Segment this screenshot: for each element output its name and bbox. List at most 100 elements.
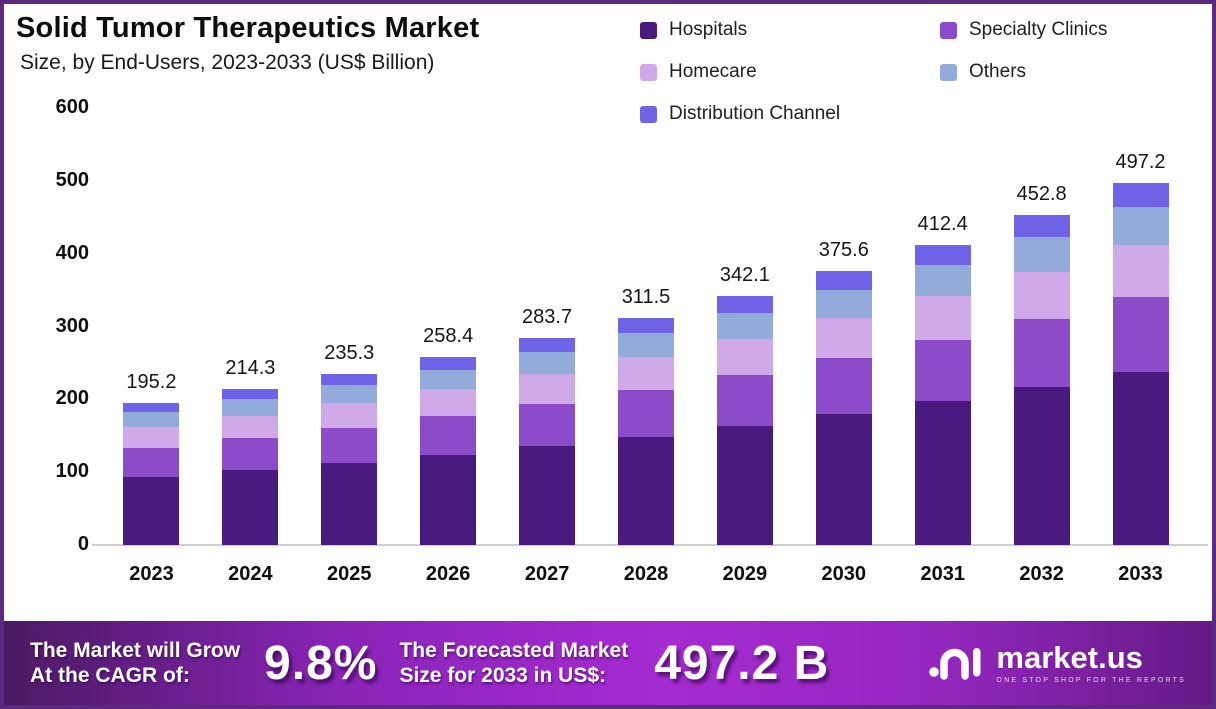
bar-segment-specialty-clinics[interactable] — [519, 403, 576, 447]
bar-segment-homecare[interactable] — [815, 318, 872, 358]
bar-segment-homecare[interactable] — [123, 427, 180, 448]
bar-segment-specialty-clinics[interactable] — [914, 339, 971, 402]
bar-segment-homecare[interactable] — [420, 389, 477, 417]
bar-segment-distribution-channel[interactable] — [914, 244, 971, 265]
legend-label: Specialty Clinics — [969, 19, 1108, 40]
bar-segment-homecare[interactable] — [914, 295, 971, 340]
x-tick-label-2023: 2023 — [129, 563, 174, 585]
bar-segment-distribution-channel[interactable] — [617, 318, 674, 334]
bar-segment-specialty-clinics[interactable] — [1013, 319, 1070, 388]
plot-area: 195.2 214.3 235.3 258.4 283.7 311.5 342.1 375.6… — [102, 108, 1190, 545]
bar-segment-homecare[interactable] — [1112, 244, 1169, 298]
bar-segment-others[interactable] — [519, 352, 576, 374]
bar-segment-specialty-clinics[interactable] — [815, 357, 872, 415]
bar-segment-specialty-clinics[interactable] — [1112, 297, 1169, 372]
legend-label: Others — [969, 61, 1027, 82]
bar-segment-distribution-channel[interactable] — [1013, 215, 1070, 238]
chart-title: Solid Tumor Therapeutics Market — [16, 12, 480, 44]
bar-segment-hospitals[interactable] — [321, 463, 378, 545]
bar-segment-others[interactable] — [1112, 207, 1169, 245]
y-tick-label: 500 — [55, 168, 89, 191]
legend: Hospitals Specialty Clinics Homecare Others… — [640, 18, 1107, 126]
bar-segment-homecare[interactable] — [617, 356, 674, 390]
bar-value-label: 452.8 — [1016, 183, 1067, 206]
bar-segment-distribution-channel[interactable] — [1112, 182, 1169, 208]
stacked-bar-2028[interactable] — [617, 318, 674, 545]
bar-segment-distribution-channel[interactable] — [815, 271, 872, 290]
stacked-bar-2029[interactable] — [716, 295, 773, 545]
bar-segment-hospitals[interactable] — [123, 477, 180, 545]
stacked-bar-2023[interactable] — [123, 402, 180, 545]
bar-segment-distribution-channel[interactable] — [321, 373, 378, 386]
legend-item-homecare[interactable]: Homecare — [640, 60, 940, 84]
bar-segment-homecare[interactable] — [1013, 271, 1070, 320]
bar-segment-homecare[interactable] — [222, 415, 279, 439]
bar-segment-hospitals[interactable] — [519, 446, 576, 545]
brand-block: market.us ONE STOP SHOP FOR THE REPORTS — [928, 641, 1186, 685]
bar-segment-homecare[interactable] — [321, 403, 378, 428]
bar-segment-hospitals[interactable] — [1112, 371, 1169, 545]
x-tick-label-2030: 2030 — [821, 563, 867, 585]
bar-segment-others[interactable] — [1013, 237, 1070, 272]
bar-segment-hospitals[interactable] — [1013, 387, 1070, 545]
forecast-label-line2: Size for 2033 in US$: — [399, 664, 607, 687]
bar-segment-specialty-clinics[interactable] — [222, 438, 279, 471]
bar-segment-distribution-channel[interactable] — [222, 388, 279, 400]
legend-item-specialty-clinics[interactable]: Specialty Clinics — [940, 18, 1107, 42]
bar-segment-specialty-clinics[interactable] — [420, 416, 477, 456]
stacked-bar-2031[interactable] — [914, 244, 971, 545]
bar-segment-others[interactable] — [222, 399, 279, 416]
legend-item-distribution-channel[interactable]: Distribution Channel — [640, 102, 940, 126]
bar-segment-distribution-channel[interactable] — [519, 338, 576, 353]
x-tick-label-2025: 2025 — [327, 563, 372, 585]
bar-segment-specialty-clinics[interactable] — [123, 447, 180, 477]
stacked-bar-2032[interactable] — [1013, 215, 1070, 545]
bar-segment-hospitals[interactable] — [815, 414, 872, 545]
legend-label: Distribution Channel — [669, 103, 841, 124]
title-block: Solid Tumor Therapeutics Market Size, by… — [16, 12, 479, 75]
bar-value-label: 258.4 — [423, 324, 474, 347]
stacked-bar-2033[interactable] — [1112, 182, 1169, 545]
bar-value-label: 214.3 — [225, 356, 276, 379]
x-tick-label-2026: 2026 — [425, 563, 471, 585]
legend-item-others[interactable]: Others — [940, 60, 1107, 84]
bar-segment-distribution-channel[interactable] — [420, 356, 477, 370]
bar-segment-hospitals[interactable] — [222, 470, 279, 545]
bar-segment-hospitals[interactable] — [420, 455, 477, 545]
bar-segment-others[interactable] — [321, 385, 378, 404]
bar-segment-homecare[interactable] — [519, 373, 576, 404]
stacked-bar-2024[interactable] — [222, 388, 279, 545]
bar-segment-others[interactable] — [617, 333, 674, 357]
bar-segment-distribution-channel[interactable] — [716, 295, 773, 313]
y-axis: 600 500 400 300 200 100 0 — [29, 96, 89, 555]
bar-segment-homecare[interactable] — [716, 338, 773, 375]
bar-segment-specialty-clinics[interactable] — [716, 374, 773, 426]
x-tick-label-2027: 2027 — [524, 563, 570, 585]
stacked-bar-2026[interactable] — [420, 356, 477, 545]
bar-segment-specialty-clinics[interactable] — [617, 389, 674, 437]
bar-segment-others[interactable] — [420, 369, 477, 390]
legend-label: Homecare — [669, 61, 757, 82]
stacked-bar-2025[interactable] — [321, 373, 378, 545]
legend-swatch-icon — [640, 21, 657, 39]
bar-value-label: 412.4 — [917, 212, 968, 235]
legend-label: Hospitals — [669, 19, 748, 40]
bar-segment-hospitals[interactable] — [914, 401, 971, 545]
bar-segment-distribution-channel[interactable] — [123, 402, 180, 413]
y-tick-label: 600 — [55, 96, 89, 118]
x-axis-line — [92, 544, 1208, 546]
bar-column-2032: 452.8 — [992, 108, 1091, 545]
bar-segment-others[interactable] — [914, 264, 971, 296]
legend-item-hospitals[interactable]: Hospitals — [640, 18, 940, 42]
bar-segment-hospitals[interactable] — [617, 436, 674, 545]
bar-segment-hospitals[interactable] — [716, 425, 773, 545]
bar-segment-others[interactable] — [123, 412, 180, 428]
brand-name: market.us — [996, 640, 1143, 675]
stacked-bar-2030[interactable] — [815, 271, 872, 545]
x-tick-label-2024: 2024 — [228, 563, 273, 585]
bar-segment-others[interactable] — [716, 312, 773, 339]
bar-segment-others[interactable] — [815, 289, 872, 319]
cagr-label-line2: At the CAGR of: — [30, 664, 190, 687]
bar-segment-specialty-clinics[interactable] — [321, 427, 378, 464]
stacked-bar-2027[interactable] — [519, 338, 576, 545]
